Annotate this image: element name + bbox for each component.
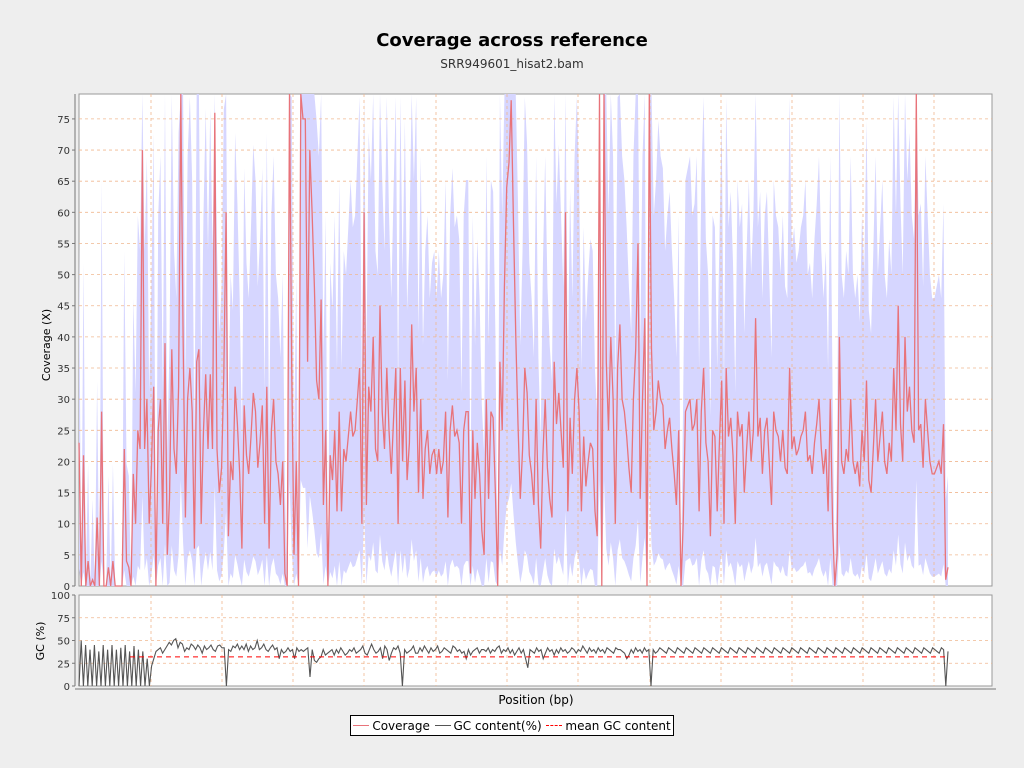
coverage-series: [78, 93, 949, 587]
coverage-tick-label: 5: [64, 551, 70, 562]
coverage-tick-label: 0: [64, 582, 70, 593]
coverage-tick-label: 60: [57, 208, 70, 219]
gc-series: [78, 637, 949, 687]
gc-tick-label: 0: [64, 682, 70, 693]
legend-item-gc: GC content(%): [434, 718, 542, 733]
coverage-line: [78, 93, 949, 587]
chart-title: Coverage across reference: [376, 30, 648, 51]
coverage-tick-label: 30: [57, 395, 70, 406]
coverage-tick-label: 25: [57, 426, 70, 437]
gc-tick-label: 75: [57, 614, 70, 625]
coverage-tick-label: 10: [57, 520, 70, 531]
legend-swatch-coverage: [353, 725, 370, 726]
legend-item-coverage: Coverage: [353, 719, 430, 733]
gc-grid: [79, 595, 992, 686]
coverage-tick-label: 40: [57, 333, 70, 344]
coverage-y-label: Coverage (X): [40, 309, 53, 381]
gc-y-axis: 0 25 50 75 100: [51, 591, 76, 693]
legend-item-mean-gc: mean GC content: [546, 718, 671, 733]
legend-label-mean-gc: mean GC content: [565, 718, 671, 733]
coverage-tick-label: 15: [57, 489, 70, 500]
coverage-tick-label: 55: [57, 239, 70, 250]
coverage-tick-label: 65: [57, 177, 70, 188]
coverage-tick-label: 45: [57, 302, 70, 313]
gc-line: [78, 637, 949, 687]
gc-tick-label: 100: [51, 591, 70, 602]
gc-tick-label: 50: [57, 637, 70, 648]
x-axis-label: Position (bp): [498, 693, 573, 707]
legend-label-coverage: Coverage: [372, 718, 430, 733]
legend-swatch-gc: [434, 725, 451, 726]
coverage-panel: 0 5 10 15 20 25 30 35 40 45 50 55 60 65 70 75 Coverage …: [40, 93, 993, 593]
coverage-tick-label: 50: [57, 271, 70, 282]
legend-swatch-mean-gc: [546, 725, 563, 726]
coverage-y-axis: 0 5 10 15 20 25 30 35 40 45 50 55 60 65 70 75: [57, 94, 76, 593]
coverage-tick-label: 35: [57, 364, 70, 375]
chart-subtitle: SRR949601_hisat2.bam: [440, 57, 584, 71]
coverage-tick-label: 20: [57, 457, 70, 468]
coverage-tick-label: 70: [57, 146, 70, 157]
coverage-tick-label: 75: [57, 115, 70, 126]
gc-panel: 0 25 50 75 100 GC (%): [34, 591, 993, 693]
gc-y-label: GC (%): [34, 622, 47, 661]
legend-label-gc: GC content(%): [453, 718, 542, 733]
gc-tick-label: 25: [57, 659, 70, 670]
legend: Coverage GC content(%) mean GC content: [350, 715, 674, 736]
